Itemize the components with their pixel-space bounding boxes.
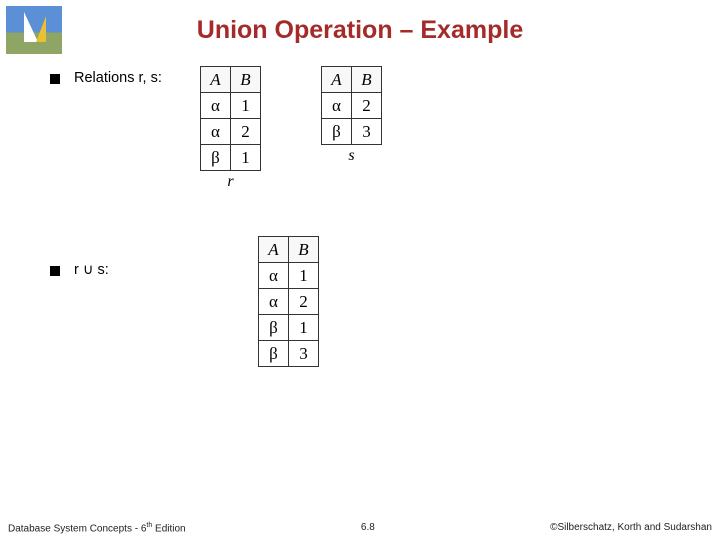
top-tables-row: AB α1 α2 β1 r AB α2 β3 s <box>200 66 382 191</box>
bullet-icon <box>50 74 60 84</box>
union-table-block: AB α1 α2 β1 β3 <box>258 236 319 367</box>
relation-r-caption: r <box>200 173 261 191</box>
relation-s-block: AB α2 β3 s <box>321 66 382 165</box>
slide-footer: Database System Concepts - 6th Edition 6… <box>8 522 712 534</box>
relation-r-table: AB α1 α2 β1 <box>200 66 261 171</box>
relation-union-table: AB α1 α2 β1 β3 <box>258 236 319 367</box>
relation-s-table: AB α2 β3 <box>321 66 382 145</box>
footer-left: Database System Concepts - 6th Edition <box>8 522 186 534</box>
bullet-relations-text: Relations r, s: <box>74 70 162 86</box>
relation-r-block: AB α1 α2 β1 r <box>200 66 261 191</box>
bullet-union-text: r ∪ s: <box>74 262 109 278</box>
bullet-icon <box>50 266 60 276</box>
footer-copyright: ©Silberschatz, Korth and Sudarshan <box>550 522 712 534</box>
footer-page-number: 6.8 <box>361 522 375 534</box>
bullet-union: r ∪ s: <box>50 262 690 278</box>
relation-s-caption: s <box>321 147 382 165</box>
slide-title: Union Operation – Example <box>0 16 720 45</box>
